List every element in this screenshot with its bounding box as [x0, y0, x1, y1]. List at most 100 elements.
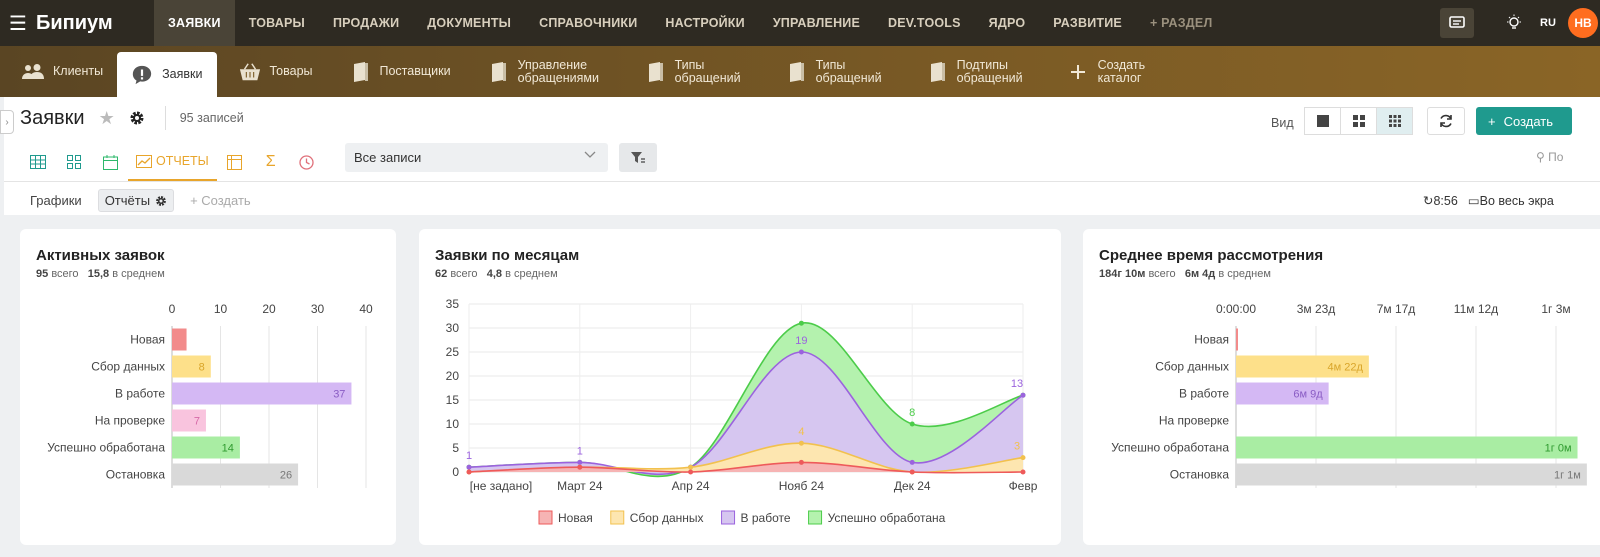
view-sum-button[interactable]: Σ	[253, 143, 289, 181]
gear-icon[interactable]	[155, 195, 167, 207]
legend-swatch	[721, 510, 736, 525]
view-grid4-button[interactable]	[1340, 107, 1377, 135]
records-filter-select[interactable]: Все записи	[345, 143, 608, 172]
nav-item-settings[interactable]: НАСТРОЙКИ	[665, 16, 745, 30]
view-grid9-button[interactable]	[1376, 107, 1413, 135]
view-tiles-button[interactable]	[56, 143, 92, 181]
star-icon[interactable]: ★	[98, 107, 115, 128]
bar	[172, 382, 352, 405]
nav-item-devtools[interactable]: DEV.TOOLS	[888, 16, 961, 30]
lightbulb-button[interactable]	[1496, 14, 1532, 32]
x-tick-label: Нояб 24	[779, 479, 825, 493]
view-pivot-button[interactable]	[217, 143, 253, 181]
book-icon	[487, 61, 509, 83]
tab-charts[interactable]: Графики	[30, 193, 82, 208]
data-point	[798, 349, 804, 355]
chevron-down-icon	[584, 151, 596, 158]
active-requests-chart: 0 10 20 30 40 Новая Сбор данных 8 В работе 37 На п…	[47, 302, 373, 488]
x-tick-label: Апр 24	[672, 479, 710, 493]
nav-item-goods[interactable]: ТОВАРЫ	[248, 16, 305, 30]
page-header: Заявки ★ 95 записей	[20, 106, 244, 130]
nav-item-directories[interactable]: СПРАВОЧНИКИ	[539, 16, 638, 30]
data-point	[577, 464, 583, 470]
legend-label: Сбор данных	[630, 511, 704, 525]
x-tick-label: 3м 23д	[1297, 302, 1336, 316]
top-navbar: ☰ Бипиум ЗАЯВКИ ТОВАРЫ ПРОДАЖИ ДОКУМЕНТЫ…	[0, 0, 1600, 46]
create-report-button[interactable]: + Создать	[190, 193, 251, 208]
chart-card-requests-by-month: Заявки по месяцам 62 всего 4,8 в среднем…	[419, 229, 1061, 545]
catalog-tab-request-types[interactable]: Типы обращений	[622, 46, 763, 97]
category-label: В работе	[115, 387, 165, 401]
data-point	[798, 320, 804, 326]
pivot-icon	[227, 154, 243, 170]
bar	[172, 436, 240, 459]
catalog-tab-request-types-2[interactable]: Типы обращений	[763, 46, 904, 97]
data-point	[1020, 455, 1026, 461]
nav-item-requests[interactable]: ЗАЯВКИ	[154, 0, 235, 46]
create-button[interactable]: + Создать	[1476, 107, 1572, 135]
view-table-button[interactable]	[20, 143, 56, 181]
header-divider	[164, 106, 166, 130]
nav-item-documents[interactable]: ДОКУМЕНТЫ	[427, 16, 512, 30]
menu-icon[interactable]: ☰	[9, 12, 27, 35]
view-timeline-button[interactable]	[289, 143, 325, 181]
series-area	[469, 443, 1023, 473]
bar	[1236, 328, 1238, 351]
nav-item-core[interactable]: ЯДРО	[988, 16, 1026, 30]
refresh-button[interactable]	[1427, 107, 1465, 135]
chart-card-active-requests: Активных заявок 95 всего 15,8 в среднем …	[20, 229, 396, 545]
app-logo[interactable]: Бипиум	[36, 11, 113, 34]
catalog-tab-request-management[interactable]: Управление обращениями	[465, 46, 622, 97]
view-reports-tab[interactable]: ОТЧЕТЫ	[128, 143, 217, 181]
x-tick-label: 30	[311, 302, 325, 316]
language-switch[interactable]: RU	[1540, 17, 1556, 29]
nav-item-development[interactable]: РАЗВИТИЕ	[1053, 16, 1122, 30]
catalog-tabs: Клиенты Заявки Товары Поставщики Управле…	[0, 46, 1600, 97]
catalog-tab-goods[interactable]: Товары	[217, 46, 327, 97]
report-tabs: Графики Отчёты + Создать	[30, 189, 251, 212]
filter-button[interactable]	[619, 143, 657, 172]
view-single-button[interactable]	[1304, 107, 1341, 135]
x-tick-label: 11м 12д	[1454, 302, 1498, 316]
catalog-tab-create[interactable]: Создать каталог	[1045, 46, 1168, 97]
nav-item-management[interactable]: УПРАВЛЕНИЕ	[772, 16, 861, 30]
category-label: На проверке	[1159, 414, 1229, 428]
y-tick-label: 35	[446, 297, 460, 311]
chart-summary: 184г 10м всего 6м 4д в среднем	[1099, 268, 1271, 280]
nav-item-sales[interactable]: ПРОДАЖИ	[332, 16, 400, 30]
tiles-icon	[67, 155, 81, 169]
catalog-tab-suppliers[interactable]: Поставщики	[327, 46, 465, 97]
y-tick-label: 5	[452, 441, 459, 455]
catalog-tab-label: Управление обращениями	[517, 57, 599, 85]
data-point	[1020, 469, 1026, 475]
catalog-tab-clients[interactable]: Клиенты	[0, 46, 117, 97]
chart-summary: 62 всего 4,8 в среднем	[435, 268, 558, 280]
bar-value-label: 26	[280, 470, 292, 482]
catalog-tab-request-subtypes[interactable]: Подтипы обращений	[904, 46, 1045, 97]
tab-reports[interactable]: Отчёты	[97, 189, 175, 212]
search-input[interactable]: ⚲ По	[1536, 150, 1563, 164]
fullscreen-button[interactable]: ▭Во весь экра	[1468, 193, 1554, 208]
legend-swatch	[538, 510, 553, 525]
bar-value-label: 14	[222, 443, 234, 455]
auto-refresh-time: 8:56	[1433, 194, 1458, 208]
view-calendar-button[interactable]	[92, 143, 128, 181]
chat-button[interactable]	[1440, 8, 1474, 38]
auto-refresh-timer[interactable]: ↻8:56	[1423, 193, 1458, 208]
user-avatar[interactable]: HB	[1568, 8, 1598, 38]
collapse-sidebar-button[interactable]: ›	[0, 110, 14, 134]
bar-value-label: 4м 22д	[1327, 362, 1363, 374]
bar-value-label: 37	[333, 389, 345, 401]
catalog-tab-requests[interactable]: Заявки	[117, 52, 217, 97]
bar	[172, 328, 187, 351]
gear-icon[interactable]	[129, 110, 145, 126]
category-label: На проверке	[95, 414, 165, 428]
catalog-tab-label: Подтипы обращений	[956, 57, 1023, 85]
x-tick-label: Дек 24	[894, 479, 931, 493]
lightbulb-icon	[1507, 14, 1521, 29]
point-value-label: 4	[798, 426, 804, 438]
data-point	[577, 459, 583, 465]
calendar-icon	[102, 154, 118, 170]
nav-item-add-section[interactable]: + РАЗДЕЛ	[1149, 16, 1213, 30]
chart-card-avg-review-time: Среднее время рассмотрения 184г 10м всег…	[1083, 229, 1600, 545]
